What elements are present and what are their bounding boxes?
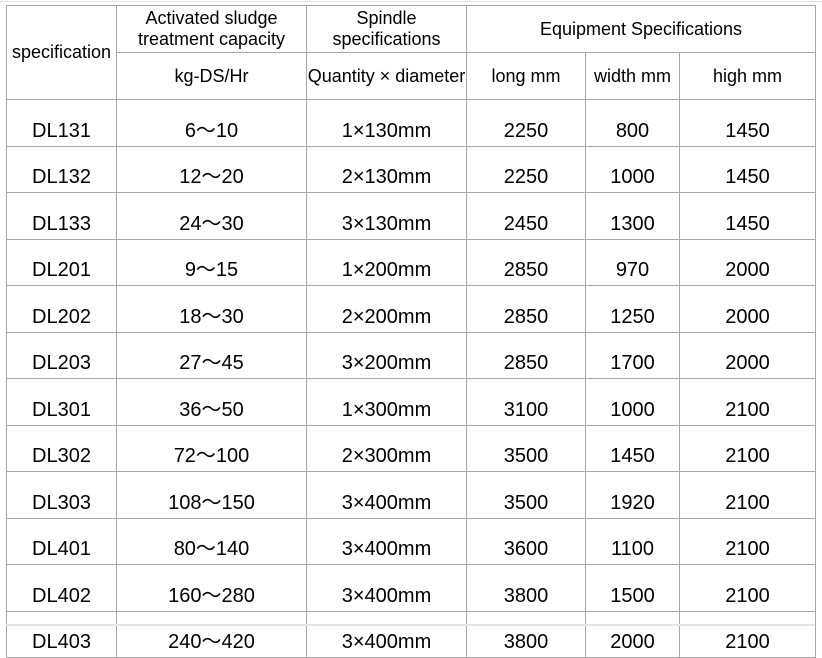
- cell-spindle: 3×400mm: [306, 610, 467, 658]
- cell-long: 2450: [466, 192, 586, 240]
- table-row: DL203 27～45 3×200mm 2850 1700 2000: [6, 331, 817, 379]
- cell-width: 1700: [585, 331, 680, 379]
- header-high: high mm: [678, 52, 817, 100]
- cell-high: 1450: [678, 145, 817, 193]
- table-row: DL401 80～140 3×400mm 3600 1100 2100: [6, 517, 817, 565]
- cell-width: 1100: [585, 517, 680, 565]
- table-row: DL402 160～280 3×400mm 3800 1500 2100: [6, 564, 817, 612]
- header-row-1: specification Activated sludge treatment…: [6, 5, 817, 100]
- cell-spindle: 2×300mm: [306, 424, 467, 472]
- table-row: DL403 240～420 3×400mm 3800 2000 2100: [6, 610, 817, 658]
- cell-width: 1300: [585, 192, 680, 240]
- cell-capacity: 108～150: [116, 471, 307, 519]
- table-row: DL302 72～100 2×300mm 3500 1450 2100: [6, 424, 817, 472]
- cell-capacity: 12～20: [116, 145, 307, 193]
- cell-width: 2000: [585, 610, 680, 658]
- cell-capacity: 27～45: [116, 331, 307, 379]
- cell-long: 2250: [466, 99, 586, 147]
- cell-high: 2100: [678, 424, 817, 472]
- cell-model: DL133: [6, 192, 117, 240]
- cell-high: 2000: [678, 285, 817, 333]
- cell-long: 2850: [466, 285, 586, 333]
- cell-high: 2100: [678, 564, 817, 612]
- cell-width: 1450: [585, 424, 680, 472]
- cell-model: DL401: [6, 517, 117, 565]
- cell-spindle: 1×130mm: [306, 99, 467, 147]
- cell-capacity: 160～280: [116, 564, 307, 612]
- cell-capacity: 6～10: [116, 99, 307, 147]
- cell-long: 3100: [466, 378, 586, 426]
- cell-model: DL302: [6, 424, 117, 472]
- cell-long: 2850: [466, 331, 586, 379]
- top-divider: [0, 1, 822, 2]
- cell-long: 3800: [466, 610, 586, 658]
- bottom-divider: [6, 624, 815, 626]
- cell-model: DL202: [6, 285, 117, 333]
- equipment-spec-table: specification Activated sludge treatment…: [6, 5, 817, 658]
- header-specification: specification: [6, 5, 117, 100]
- cell-spindle: 2×200mm: [306, 285, 467, 333]
- cell-width: 970: [585, 238, 680, 286]
- cell-model: DL203: [6, 331, 117, 379]
- cell-model: DL303: [6, 471, 117, 519]
- cell-long: 2850: [466, 238, 586, 286]
- header-capacity: Activated sludge treatment capacity: [116, 5, 307, 53]
- header-row-2: kg-DS/Hr Quantity × diameter long mm wid…: [7, 52, 817, 100]
- cell-capacity: 36～50: [116, 378, 307, 426]
- cell-high: 2100: [678, 471, 817, 519]
- cell-width: 1000: [585, 378, 680, 426]
- cell-width: 1920: [585, 471, 680, 519]
- cell-spindle: 3×400mm: [306, 564, 467, 612]
- cell-capacity: 72～100: [116, 424, 307, 472]
- table-row: DL132 12～20 2×130mm 2250 1000 1450: [6, 145, 817, 193]
- cell-capacity: 240～420: [116, 610, 307, 658]
- cell-capacity: 24～30: [116, 192, 307, 240]
- table-row: DL131 6～10 1×130mm 2250 800 1450: [6, 99, 817, 147]
- cell-model: DL301: [6, 378, 117, 426]
- header-spindle-unit: Quantity × diameter: [306, 52, 467, 100]
- cell-long: 3500: [466, 471, 586, 519]
- cell-width: 800: [585, 99, 680, 147]
- cell-long: 3600: [466, 517, 586, 565]
- table-row: DL303 108～150 3×400mm 3500 1920 2100: [6, 471, 817, 519]
- cell-spindle: 2×130mm: [306, 145, 467, 193]
- cell-high: 2000: [678, 331, 817, 379]
- cell-spindle: 3×200mm: [306, 331, 467, 379]
- header-width: width mm: [585, 52, 680, 100]
- cell-spindle: 3×400mm: [306, 517, 467, 565]
- cell-spindle: 3×400mm: [306, 471, 467, 519]
- cell-capacity: 18～30: [116, 285, 307, 333]
- header-long: long mm: [466, 52, 586, 100]
- cell-width: 1000: [585, 145, 680, 193]
- table-row: DL202 18～30 2×200mm 2850 1250 2000: [6, 285, 817, 333]
- table-row: DL301 36～50 1×300mm 3100 1000 2100: [6, 378, 817, 426]
- header-spindle: Spindle specifications: [306, 5, 467, 53]
- cell-long: 3500: [466, 424, 586, 472]
- header-equipment: Equipment Specifications: [465, 5, 817, 53]
- table-row: DL133 24～30 3×130mm 2450 1300 1450: [6, 192, 817, 240]
- cell-model: DL132: [6, 145, 117, 193]
- cell-model: DL201: [6, 238, 117, 286]
- cell-high: 2100: [678, 378, 817, 426]
- cell-high: 1450: [678, 99, 817, 147]
- cell-high: 2100: [678, 610, 817, 658]
- cell-width: 1250: [585, 285, 680, 333]
- cell-long: 2250: [466, 145, 586, 193]
- cell-model: DL402: [6, 564, 117, 612]
- cell-model: DL403: [6, 610, 117, 658]
- cell-width: 1500: [585, 564, 680, 612]
- cell-capacity: 80～140: [116, 517, 307, 565]
- cell-high: 2000: [678, 238, 817, 286]
- cell-spindle: 1×300mm: [306, 378, 467, 426]
- cell-long: 3800: [466, 564, 586, 612]
- cell-capacity: 9～15: [116, 238, 307, 286]
- cell-model: DL131: [6, 99, 117, 147]
- cell-high: 1450: [678, 192, 817, 240]
- table-row: DL201 9～15 1×200mm 2850 970 2000: [6, 238, 817, 286]
- cell-high: 2100: [678, 517, 817, 565]
- cell-spindle: 1×200mm: [306, 238, 467, 286]
- table-body: DL131 6～10 1×130mm 2250 800 1450 DL132 12～20 2×1…: [6, 99, 817, 658]
- header-capacity-unit: kg-DS/Hr: [116, 52, 307, 100]
- cell-spindle: 3×130mm: [306, 192, 467, 240]
